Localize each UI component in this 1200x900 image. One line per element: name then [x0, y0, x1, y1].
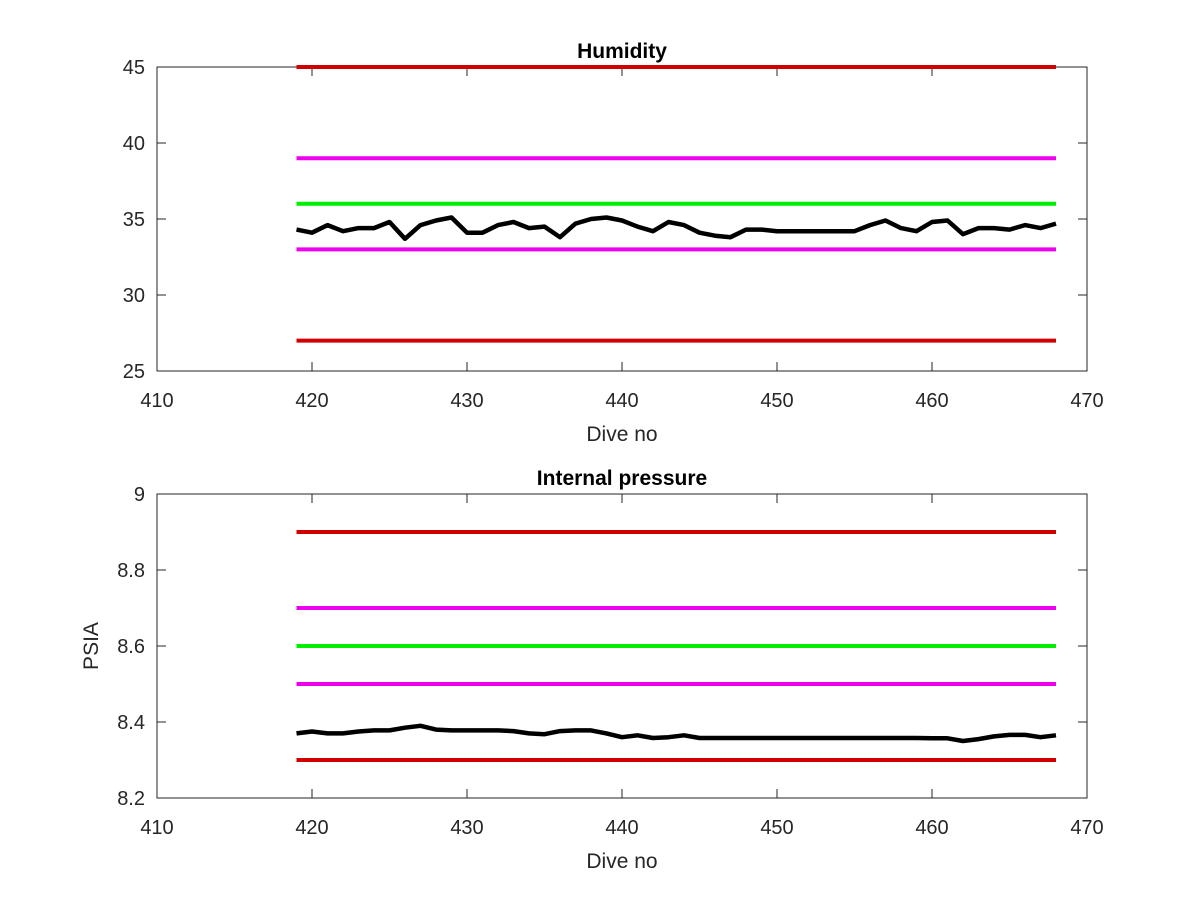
x-tick-label: 460	[915, 390, 948, 412]
y-tick-label: 35	[123, 209, 145, 231]
y-tick-label: 25	[123, 361, 145, 383]
y-tick-label: 8.2	[117, 788, 145, 810]
x-tick-label: 420	[295, 817, 328, 839]
x-tick-label: 470	[1070, 817, 1103, 839]
chart-panel-2: 410 420 430 440 450 460 470 8.2 8.4 8.6 8.8 9 Intern…	[80, 467, 1104, 873]
chart-title: Humidity	[577, 40, 667, 63]
x-axis-label: Dive no	[586, 423, 657, 446]
y-tick-label: 8.6	[117, 636, 145, 658]
x-tick-label: 440	[605, 817, 638, 839]
y-tick-label: 45	[123, 57, 145, 79]
x-tick-label: 440	[605, 390, 638, 412]
x-axis-label: Dive no	[586, 850, 657, 873]
y-tick-label: 40	[123, 133, 145, 155]
y-tick-label: 8.4	[117, 712, 145, 734]
x-tick-label: 460	[915, 817, 948, 839]
y-tick-label: 30	[123, 285, 145, 307]
x-tick-label: 450	[760, 390, 793, 412]
x-tick-label: 450	[760, 817, 793, 839]
y-axis-label: PSIA	[80, 622, 103, 670]
x-tick-label: 410	[140, 817, 173, 839]
y-tick-label: 8.8	[117, 560, 145, 582]
x-tick-label: 470	[1070, 390, 1103, 412]
chart-panel-1: 410 420 430 440 450 460 470 25 30 35 40 45 Humidity D…	[123, 40, 1104, 446]
x-tick-label: 430	[450, 817, 483, 839]
y-tick-label: 9	[134, 484, 145, 506]
data-series-line	[296, 723, 1057, 744]
chart-title: Internal pressure	[537, 467, 707, 490]
x-tick-label: 430	[450, 390, 483, 412]
x-tick-label: 420	[295, 390, 328, 412]
x-tick-label: 410	[140, 390, 173, 412]
data-series-line	[296, 215, 1057, 242]
